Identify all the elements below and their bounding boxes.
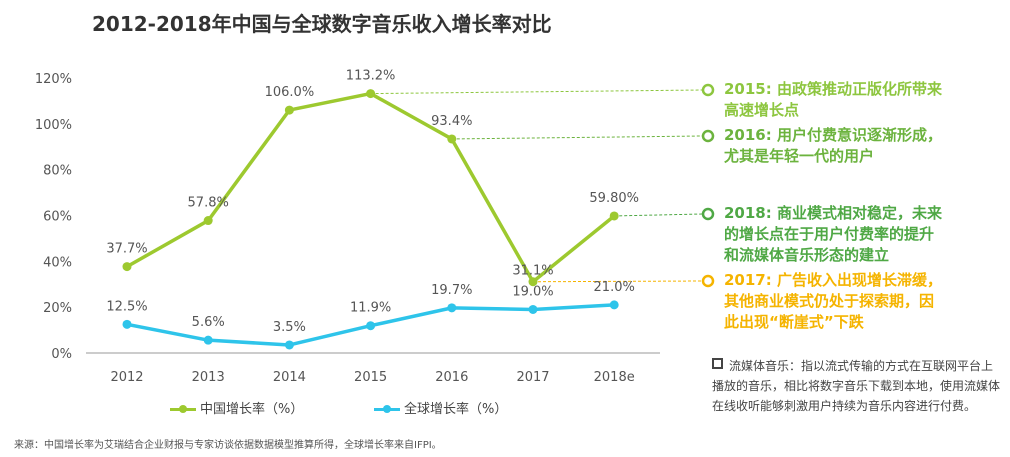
annotation-2018e: 2018: 商业模式相对稳定，未来 的增长点在于用户付费率的提升 和流媒体音乐形态的… <box>724 203 1004 266</box>
data-label: 59.80% <box>589 191 639 206</box>
annotation-connector <box>614 213 703 217</box>
square-bullet-icon <box>712 358 723 369</box>
data-label: 37.7% <box>106 242 147 257</box>
annotation-line: 2015: 由政策推动正版化所带来 <box>724 80 942 98</box>
data-label: 5.6% <box>192 315 225 330</box>
data-label: 19.0% <box>512 284 553 299</box>
annotation-line: 2018: 商业模式相对稳定，未来 <box>724 204 942 222</box>
data-point <box>609 211 619 221</box>
data-label: 19.7% <box>431 283 472 298</box>
data-point <box>203 335 213 345</box>
annotation-connector <box>451 135 703 140</box>
data-point <box>609 300 619 310</box>
data-label: 106.0% <box>265 85 315 100</box>
data-label: 11.9% <box>350 301 391 316</box>
x-tick-label: 2012 <box>110 370 143 385</box>
data-point <box>203 216 213 226</box>
annotation-line: 其他商业模式仍处于探索期，因 <box>724 292 935 310</box>
y-tick-label: 100% <box>35 118 72 133</box>
legend-global: 全球增长率（%） <box>374 398 507 417</box>
footnote-streaming: 流媒体音乐：指以流式传输的方式在互联网平台上播放的音乐，相比将数字音乐下载到本地… <box>712 356 1002 416</box>
annotation-2015: 2015: 由政策推动正版化所带来 高速增长点 <box>724 79 1004 121</box>
data-label: 3.5% <box>273 320 306 335</box>
data-point <box>366 89 376 99</box>
note-text: 流媒体音乐：指以流式传输的方式在互联网平台上播放的音乐，相比将数字音乐下载到本地… <box>712 359 1001 413</box>
annotation-circle-icon <box>701 274 715 288</box>
data-label: 21.0% <box>594 280 635 295</box>
annotation-2017: 2017: 广告收入出现增长滞缓， 其他商业模式仍处于探索期，因 此出现“断崖式”下… <box>724 270 1004 333</box>
annotation-2016: 2016: 用户付费意识逐渐形成， 尤其是年轻一代的用户 <box>724 125 1004 167</box>
annotation-line: 的增长点在于用户付费率的提升 <box>724 225 935 243</box>
y-tick-label: 40% <box>43 255 72 270</box>
annotation-line: 和流媒体音乐形态的建立 <box>724 246 890 264</box>
legend-marker-china <box>170 405 196 413</box>
legend-label-china: 中国增长率（%） <box>200 402 304 417</box>
legend-marker-global <box>374 405 400 413</box>
annotation-connector <box>532 280 703 283</box>
chart-title: 2012-2018年中国与全球数字音乐收入增长率对比 <box>92 12 552 36</box>
series-line-0 <box>126 91 616 284</box>
y-tick-label: 20% <box>43 301 72 316</box>
y-tick-label: 0% <box>51 347 72 362</box>
data-point <box>366 321 376 331</box>
x-tick-label: 2013 <box>192 370 225 385</box>
source-note: 来源：中国增长率为艾瑞结合企业财报与专家访谈依据数据模型推算所得，全球增长率来自… <box>14 440 442 451</box>
legend-label-global: 全球增长率（%） <box>404 402 508 417</box>
data-point <box>284 105 294 115</box>
annotation-circle-icon <box>701 83 715 97</box>
annotation-circle-icon <box>701 207 715 221</box>
annotation-line: 尤其是年轻一代的用户 <box>724 147 875 165</box>
y-tick-label: 60% <box>43 210 72 225</box>
x-tick-label: 2014 <box>273 370 306 385</box>
annotation-line: 2016: 用户付费意识逐渐形成， <box>724 126 942 144</box>
data-point <box>447 134 457 144</box>
x-tick-label: 2018e <box>594 370 635 385</box>
x-tick-label: 2017 <box>516 370 549 385</box>
annotation-line: 此出现“断崖式”下跌 <box>724 313 864 331</box>
data-point <box>528 277 538 287</box>
y-tick-label: 80% <box>43 164 72 179</box>
data-point <box>122 262 132 272</box>
legend-china: 中国增长率（%） <box>170 398 303 417</box>
data-point <box>528 304 538 314</box>
data-point <box>447 303 457 313</box>
data-label: 12.5% <box>106 299 147 314</box>
y-tick-label: 120% <box>35 72 72 87</box>
annotation-line: 2017: 广告收入出现增长滞缓， <box>724 271 942 289</box>
data-point <box>122 319 132 329</box>
data-label: 113.2% <box>346 69 396 84</box>
data-label: 57.8% <box>188 196 229 211</box>
annotation-circle-icon <box>701 129 715 143</box>
annotation-connector <box>370 89 703 95</box>
data-label: 93.4% <box>431 114 472 129</box>
data-point <box>284 340 294 350</box>
annotation-line: 高速增长点 <box>724 101 800 119</box>
x-tick-label: 2015 <box>354 370 387 385</box>
x-tick-label: 2016 <box>435 370 468 385</box>
data-label: 31.1% <box>512 264 553 279</box>
